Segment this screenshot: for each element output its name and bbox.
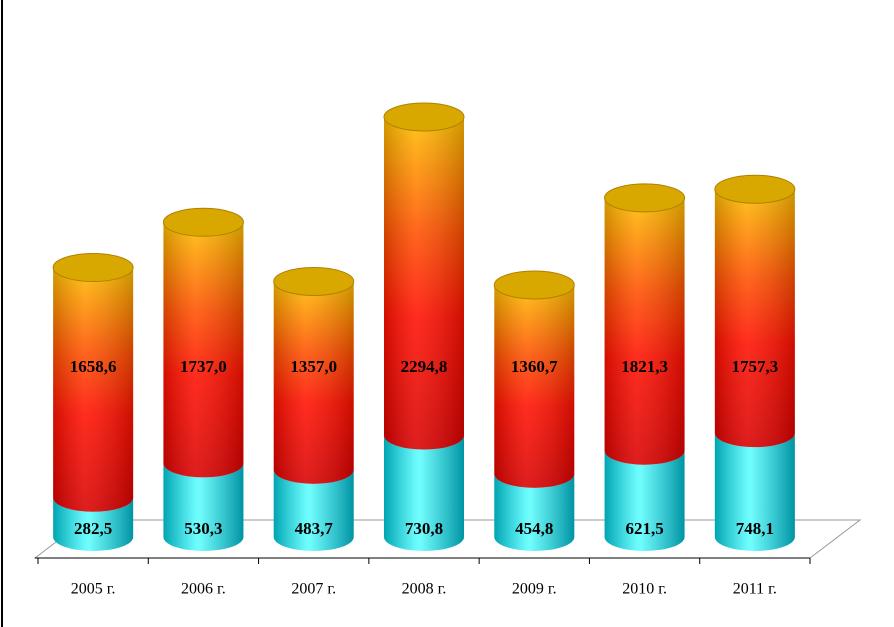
x-tick-label: 2007 г. bbox=[291, 581, 336, 598]
value-label: 730,8 bbox=[405, 519, 443, 538]
value-label: 1737,0 bbox=[180, 357, 227, 376]
segment-shade bbox=[604, 197, 685, 465]
segment-shade bbox=[163, 222, 244, 478]
value-label: 282,5 bbox=[74, 519, 112, 538]
segment-shade bbox=[494, 473, 575, 551]
segment-shade bbox=[53, 267, 134, 512]
x-tick-label: 2010 г. bbox=[622, 581, 667, 598]
segment-shade bbox=[384, 117, 464, 450]
value-label: 1757,3 bbox=[731, 357, 778, 376]
value-label: 2294,8 bbox=[401, 357, 448, 376]
x-tick-label: 2005 г. bbox=[71, 581, 116, 598]
cylinder-cap bbox=[383, 102, 465, 132]
cylinder-cap bbox=[52, 253, 134, 283]
value-label: 1357,0 bbox=[290, 357, 337, 376]
cylinder-cap bbox=[493, 270, 575, 300]
value-label: 454,8 bbox=[515, 519, 553, 538]
plot: 2005 г. 282,5 1658,6 2006 г. 530,3 1737,0 2007… bbox=[37, 102, 811, 598]
segment-shade bbox=[384, 435, 464, 551]
segment-shade bbox=[494, 284, 575, 488]
value-label: 530,3 bbox=[184, 519, 222, 538]
cylinder-cap bbox=[162, 207, 244, 237]
value-label: 483,7 bbox=[295, 519, 334, 538]
segment-shade bbox=[604, 450, 685, 551]
segment-shade bbox=[714, 433, 795, 551]
value-label: 1658,6 bbox=[70, 357, 117, 376]
cylinder-cap bbox=[714, 174, 796, 204]
x-tick-label: 2009 г. bbox=[512, 581, 557, 598]
value-label: 1360,7 bbox=[511, 357, 558, 376]
segment-shade bbox=[714, 189, 795, 448]
x-tick-label: 2008 г. bbox=[402, 581, 447, 598]
value-label: 748,1 bbox=[736, 519, 774, 538]
value-label: 621,5 bbox=[625, 519, 663, 538]
segment-shade bbox=[273, 469, 354, 551]
cylinder-cap bbox=[604, 183, 686, 213]
cylinder-cap bbox=[273, 266, 355, 296]
x-tick-label: 2006 г. bbox=[181, 581, 226, 598]
segment-shade bbox=[163, 463, 244, 551]
segment-shade bbox=[53, 497, 134, 551]
value-label: 1821,3 bbox=[621, 357, 668, 376]
x-tick-label: 2011 г. bbox=[733, 581, 777, 598]
segment-shade bbox=[273, 281, 354, 484]
